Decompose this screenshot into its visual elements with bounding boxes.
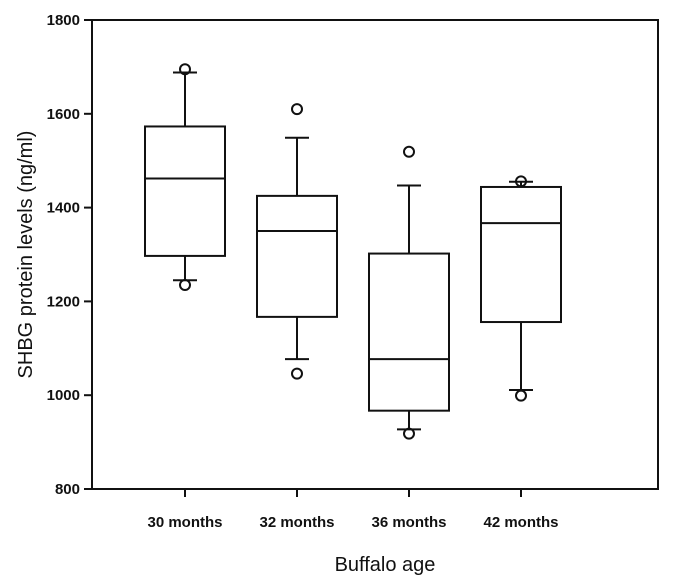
- x-tick-label: 32 months: [259, 514, 334, 531]
- outlier-point: [291, 367, 303, 380]
- y-tick-label: 1000: [47, 387, 80, 404]
- box-group-30-months: [144, 63, 226, 291]
- outlier-point: [179, 278, 191, 291]
- x-axis: 30 months 32 months 36 months 42 months: [147, 489, 559, 531]
- box: [256, 194, 338, 318]
- box: [144, 125, 226, 257]
- plot-area: [91, 19, 659, 490]
- box: [480, 185, 562, 324]
- outlier-point: [403, 427, 415, 440]
- box-group-32-months: [256, 103, 338, 380]
- y-tick-label: 1400: [47, 200, 80, 217]
- x-axis-label: Buffalo age: [335, 554, 436, 576]
- box-group-36-months: [368, 145, 450, 440]
- box-group-42-months: [480, 175, 562, 402]
- y-tick-label: 800: [55, 481, 80, 498]
- box: [368, 252, 450, 412]
- outlier-point: [515, 389, 527, 402]
- boxes: [144, 63, 562, 440]
- outlier-point: [403, 145, 415, 158]
- y-tick-label: 1600: [47, 106, 80, 123]
- y-tick-label: 1200: [47, 293, 80, 310]
- plot-frame: [91, 19, 659, 490]
- y-tick-label: 1800: [47, 12, 80, 29]
- y-axis: 800 1000 1200 1400 1600 1800: [47, 12, 92, 498]
- outlier-point: [179, 63, 191, 76]
- x-tick-label: 36 months: [371, 514, 446, 531]
- outlier-point: [291, 103, 303, 116]
- x-tick-label: 42 months: [483, 514, 558, 531]
- y-axis-label: SHBG protein levels (ng/ml): [15, 131, 37, 379]
- x-tick-label: 30 months: [147, 514, 222, 531]
- outlier-point: [515, 175, 527, 188]
